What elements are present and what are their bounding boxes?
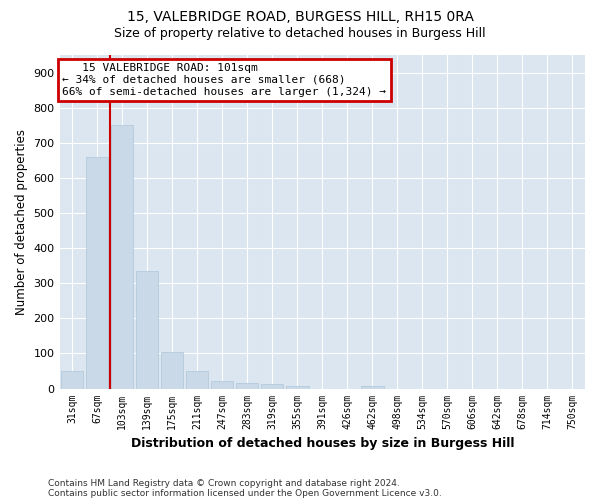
Text: 15, VALEBRIDGE ROAD, BURGESS HILL, RH15 0RA: 15, VALEBRIDGE ROAD, BURGESS HILL, RH15 … xyxy=(127,10,473,24)
Bar xyxy=(161,352,184,389)
Bar xyxy=(186,371,208,388)
Text: Contains public sector information licensed under the Open Government Licence v3: Contains public sector information licen… xyxy=(48,488,442,498)
Bar xyxy=(61,371,83,388)
Text: 15 VALEBRIDGE ROAD: 101sqm
← 34% of detached houses are smaller (668)
66% of sem: 15 VALEBRIDGE ROAD: 101sqm ← 34% of deta… xyxy=(62,64,386,96)
Text: Contains HM Land Registry data © Crown copyright and database right 2024.: Contains HM Land Registry data © Crown c… xyxy=(48,478,400,488)
Bar xyxy=(286,386,308,388)
Bar xyxy=(136,271,158,388)
Y-axis label: Number of detached properties: Number of detached properties xyxy=(15,129,28,315)
Bar xyxy=(211,381,233,388)
Bar xyxy=(111,125,133,388)
Bar xyxy=(236,384,259,388)
Bar xyxy=(361,386,383,388)
Bar xyxy=(261,384,283,388)
X-axis label: Distribution of detached houses by size in Burgess Hill: Distribution of detached houses by size … xyxy=(131,437,514,450)
Text: Size of property relative to detached houses in Burgess Hill: Size of property relative to detached ho… xyxy=(114,28,486,40)
Bar xyxy=(86,157,109,388)
